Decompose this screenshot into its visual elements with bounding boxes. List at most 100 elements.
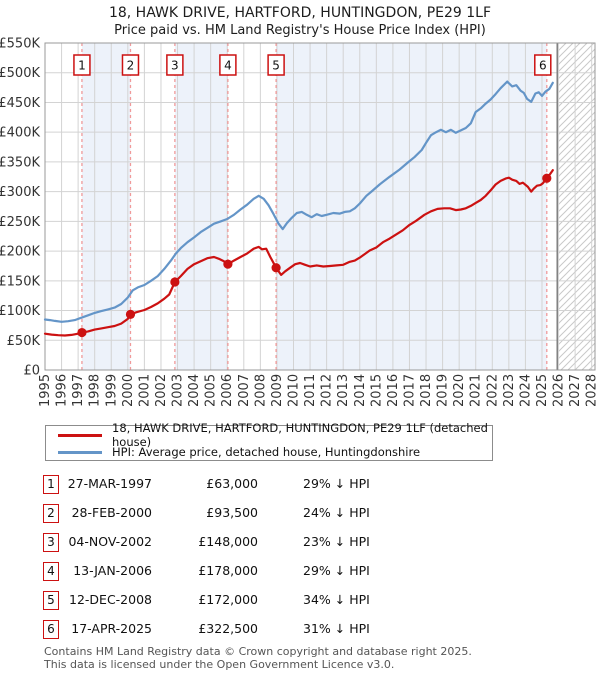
- sale-price: £93,500: [206, 505, 258, 520]
- x-axis-label: 1999: [104, 374, 119, 407]
- sale-marker-dot: [77, 327, 87, 338]
- x-axis-label: 2005: [204, 374, 219, 407]
- x-axis-label: 2026: [552, 374, 567, 407]
- sale-marker-dot: [271, 263, 281, 273]
- future-hatch-region: [557, 43, 595, 370]
- table-row: 4 13-JAN-2006 £178,000 29% ↓ HPI: [43, 562, 563, 591]
- x-axis-label: 2013: [336, 374, 351, 407]
- license-footer: Contains HM Land Registry data © Crown c…: [44, 645, 472, 671]
- x-axis-label: 2000: [121, 374, 136, 407]
- page-subtitle: Price paid vs. HM Land Registry's House …: [114, 23, 486, 38]
- sale-number-badge: 2: [43, 504, 59, 523]
- legend-label-price-paid: 18, HAWK DRIVE, HARTFORD, HUNTINGDON, PE…: [112, 421, 488, 449]
- x-axis-label: 2010: [287, 374, 302, 407]
- x-axis-label: 2025: [535, 374, 550, 407]
- ownership-period-band: [174, 43, 228, 370]
- sale-price: £172,000: [198, 592, 258, 607]
- sale-price: £322,500: [198, 621, 258, 636]
- sale-price: £63,000: [206, 476, 258, 491]
- table-row: 5 12-DEC-2008 £172,000 34% ↓ HPI: [43, 591, 563, 620]
- sale-date: 04-NOV-2002: [68, 534, 152, 549]
- y-axis-label: £0: [23, 364, 40, 379]
- x-axis-label: 2011: [303, 374, 318, 407]
- sale-marker-dot: [170, 277, 180, 287]
- x-axis-label: 2020: [452, 374, 467, 407]
- y-axis-label: £100K: [0, 304, 40, 319]
- sale-vs-hpi: 31% ↓ HPI: [303, 621, 370, 636]
- price-history-chart: 1 2 3 4 5 6 £0 £50K £100K £150K £200K £250K £300K £35…: [0, 37, 600, 408]
- sale-marker-number: 1: [78, 59, 86, 73]
- x-axis-label: 2006: [220, 374, 235, 407]
- y-axis-label: £550K: [0, 37, 40, 52]
- sale-vs-hpi: 23% ↓ HPI: [303, 534, 370, 549]
- sale-number-badge: 3: [43, 533, 59, 552]
- x-axis-label: 2008: [253, 374, 268, 407]
- y-axis-label: £250K: [0, 215, 40, 230]
- sale-marker-labels: 1 2 3 4 5 6: [73, 54, 552, 76]
- sale-marker-number: 4: [224, 59, 232, 73]
- sale-marker-box: [219, 54, 237, 76]
- y-axis-label: £300K: [0, 185, 40, 200]
- license-line-1: Contains HM Land Registry data © Crown c…: [44, 645, 472, 658]
- hpi-line-swatch: [58, 450, 102, 454]
- y-axis-label: £200K: [0, 245, 40, 260]
- table-row: 6 17-APR-2025 £322,500 31% ↓ HPI: [43, 620, 563, 649]
- x-axis-label: 2001: [137, 374, 152, 407]
- x-axis-label: 2004: [187, 374, 202, 407]
- x-axis-label: 2018: [419, 374, 434, 407]
- sale-marker-dot: [223, 259, 233, 269]
- ownership-period-band: [276, 43, 547, 370]
- sale-date: 13-JAN-2006: [73, 563, 152, 578]
- y-axis-label: £350K: [0, 155, 40, 170]
- sale-marker-number: 3: [171, 59, 179, 73]
- price-line-swatch: [58, 433, 102, 437]
- sale-vs-hpi: 29% ↓ HPI: [303, 563, 370, 578]
- sale-marker-box: [166, 54, 184, 76]
- y-axis-labels: £0 £50K £100K £150K £200K £250K £300K £350K £400…: [0, 37, 40, 379]
- sale-marker-dots: [77, 173, 552, 338]
- x-axis-label: 1996: [55, 374, 70, 407]
- ownership-period-bands: [81, 43, 547, 370]
- table-row: 1 27-MAR-1997 £63,000 29% ↓ HPI: [43, 475, 563, 504]
- sales-table: 1 27-MAR-1997 £63,000 29% ↓ HPI 2 28-FEB…: [43, 475, 563, 649]
- chart-legend: 18, HAWK DRIVE, HARTFORD, HUNTINGDON, PE…: [45, 421, 493, 461]
- plot-frame: [44, 42, 596, 371]
- license-line-2: This data is licensed under the Open Gov…: [44, 657, 395, 671]
- sale-date: 28-FEB-2000: [71, 505, 152, 520]
- table-row: 3 04-NOV-2002 £148,000 23% ↓ HPI: [43, 533, 563, 562]
- x-axis-label: 2007: [237, 374, 252, 407]
- sale-marker-box: [267, 54, 285, 76]
- x-axis-label: 2021: [469, 374, 484, 407]
- sale-vs-hpi: 29% ↓ HPI: [303, 476, 370, 491]
- page-title: 18, HAWK DRIVE, HARTFORD, HUNTINGDON, PE…: [108, 5, 492, 21]
- x-axis-label: 2003: [171, 374, 186, 407]
- x-axis-label: 2014: [353, 374, 368, 407]
- sale-date: 27-MAR-1997: [67, 476, 152, 491]
- x-axis-label: 2022: [485, 374, 500, 407]
- y-axis-label: £400K: [0, 126, 40, 141]
- y-axis-label: £500K: [0, 66, 40, 81]
- x-axis-label: 2017: [403, 374, 418, 407]
- x-axis-label: 1995: [38, 374, 53, 407]
- sale-marker-number: 6: [539, 59, 547, 73]
- x-axis-label: 1997: [71, 374, 86, 407]
- sale-price: £178,000: [198, 563, 258, 578]
- legend-item-hpi: HPI: Average price, detached house, Hunt…: [46, 444, 492, 460]
- sale-marker-number: 5: [272, 59, 280, 73]
- sale-number-badge: 6: [43, 620, 59, 639]
- table-row: 2 28-FEB-2000 £93,500 24% ↓ HPI: [43, 504, 563, 533]
- sale-marker-box: [121, 54, 140, 76]
- sale-price: £148,000: [198, 534, 258, 549]
- sale-marker-box: [73, 54, 91, 76]
- legend-label-hpi: HPI: Average price, detached house, Hunt…: [112, 445, 421, 459]
- sale-marker-number: 2: [127, 59, 135, 73]
- sale-marker-box: [534, 54, 552, 76]
- y-axis-label: £450K: [0, 96, 40, 111]
- sale-vs-hpi: 24% ↓ HPI: [303, 505, 370, 520]
- x-axis-label: 2027: [568, 374, 583, 407]
- x-axis-label: 2009: [270, 374, 285, 407]
- sale-vs-hpi: 34% ↓ HPI: [303, 592, 370, 607]
- x-axis-label: 2024: [518, 374, 533, 407]
- x-axis-label: 2002: [154, 374, 169, 407]
